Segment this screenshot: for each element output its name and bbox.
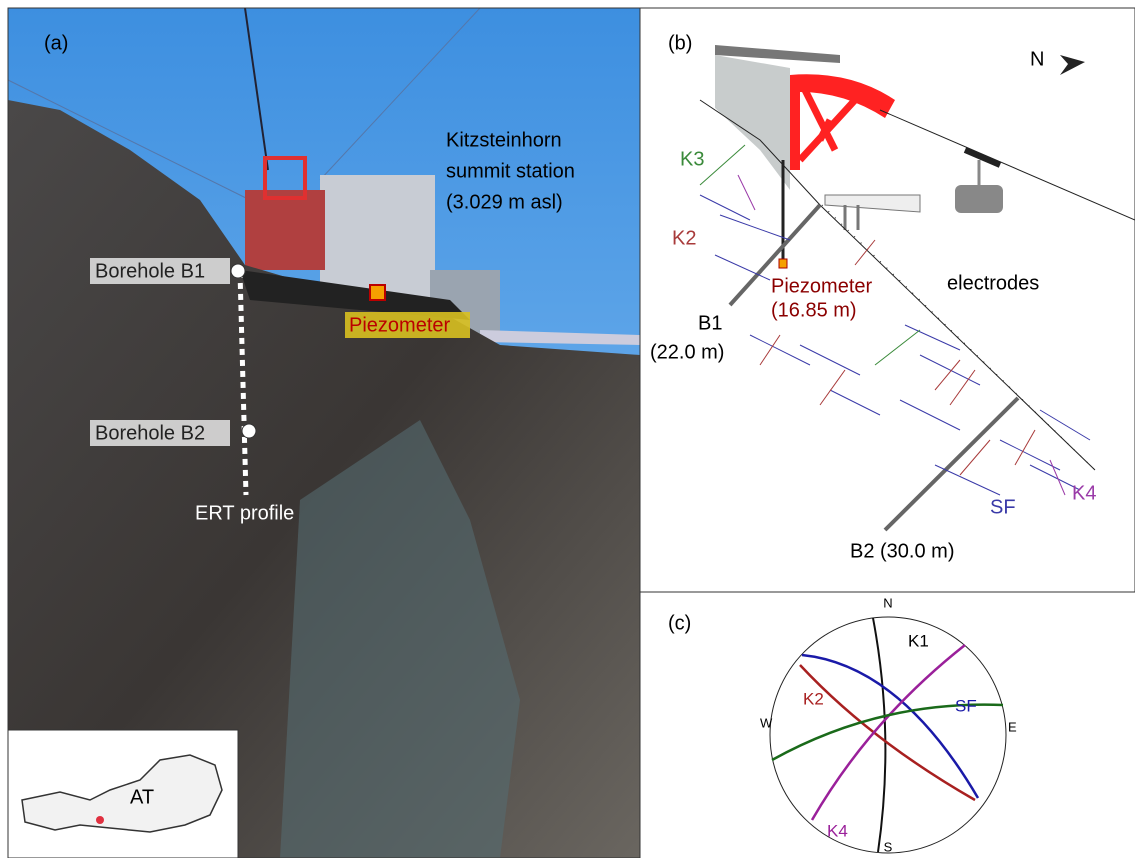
b1-label: B1 <box>698 312 722 334</box>
compass-label: E <box>1008 719 1017 734</box>
panel-a: (a) Kitzsteinhorn summit station (3.029 … <box>7 7 641 858</box>
sf-joints <box>699 194 1091 496</box>
electrodes-label: electrodes <box>947 272 1039 294</box>
terrain <box>699 99 1096 471</box>
borehole-b1 <box>728 203 822 307</box>
cable <box>7 79 251 201</box>
k2-joints <box>759 239 1036 476</box>
ert-profile-line <box>237 271 249 496</box>
platform <box>240 270 470 320</box>
sf-label: SF <box>990 496 1016 518</box>
panel-b: (b) N K3 K2 Piezometer (16.85 m) electro… <box>639 7 1135 593</box>
station-label: Kitzsteinhorn <box>446 129 562 151</box>
red-frame <box>801 88 839 152</box>
b2-label: B2 (30.0 m) <box>850 540 954 562</box>
b1-label: (22.0 m) <box>650 341 724 363</box>
borehole-label: Borehole B1 <box>95 260 205 282</box>
k3-label: K3 <box>680 148 704 170</box>
station-block <box>715 55 790 190</box>
cable-car-hanger <box>963 147 1002 168</box>
compass-label: W <box>760 715 773 730</box>
k4-joints <box>737 174 1066 496</box>
red-frame <box>816 118 834 142</box>
north-label: N <box>1030 48 1044 70</box>
label-box <box>90 258 230 284</box>
k3-joints <box>699 144 921 366</box>
country-label: AT <box>130 786 154 808</box>
roof <box>715 45 840 63</box>
site-dot <box>96 816 104 824</box>
k4-label: K4 <box>827 821 848 840</box>
k4-label: K4 <box>1072 482 1096 504</box>
borehole-label: Borehole B2 <box>95 422 205 444</box>
borehole-b2-marker <box>241 423 257 439</box>
piezometer-label: Piezometer <box>349 314 450 336</box>
k1-plane <box>872 617 887 853</box>
walkway <box>480 330 640 345</box>
station-label: summit station <box>446 160 575 182</box>
panel-c: (c) N S W E K1 K2 SF K4 <box>668 595 1017 854</box>
station-label: (3.029 m asl) <box>446 191 563 213</box>
tower <box>263 156 307 200</box>
label-box <box>345 312 470 338</box>
k3-plane <box>771 703 1004 762</box>
compass-label: N <box>883 595 892 610</box>
k1-label: K1 <box>908 631 929 650</box>
panel-label: (b) <box>668 32 692 54</box>
sf-plane <box>801 653 980 799</box>
piezometer-marker <box>778 258 788 269</box>
rock-gully <box>280 420 520 858</box>
borehole-b2 <box>883 396 1020 532</box>
red-frame <box>790 74 895 170</box>
k2-plane <box>799 664 976 802</box>
stereonet <box>769 616 1007 854</box>
tower <box>245 190 325 270</box>
terrain <box>879 109 1135 221</box>
k4-plane <box>810 644 966 821</box>
piezometer-label: Piezometer <box>771 275 872 297</box>
building <box>320 175 435 305</box>
north-arrow <box>1060 55 1085 75</box>
label-box <box>90 420 230 446</box>
sf-label: SF <box>955 696 977 715</box>
piezometer-label: (16.85 m) <box>771 299 857 321</box>
ert-label: ERT profile <box>195 502 294 524</box>
piezometer-marker <box>369 284 386 301</box>
k2-label: K2 <box>803 689 824 708</box>
panel-label: (a) <box>44 32 68 54</box>
cable <box>319 7 481 181</box>
cable-car <box>955 185 1003 213</box>
borehole-b1-marker <box>230 263 246 279</box>
platform <box>824 194 921 213</box>
cable <box>244 7 269 171</box>
austria-outline <box>21 754 223 833</box>
panel-label: (c) <box>668 612 691 634</box>
compass-label: S <box>884 839 893 854</box>
k2-label: K2 <box>672 227 696 249</box>
